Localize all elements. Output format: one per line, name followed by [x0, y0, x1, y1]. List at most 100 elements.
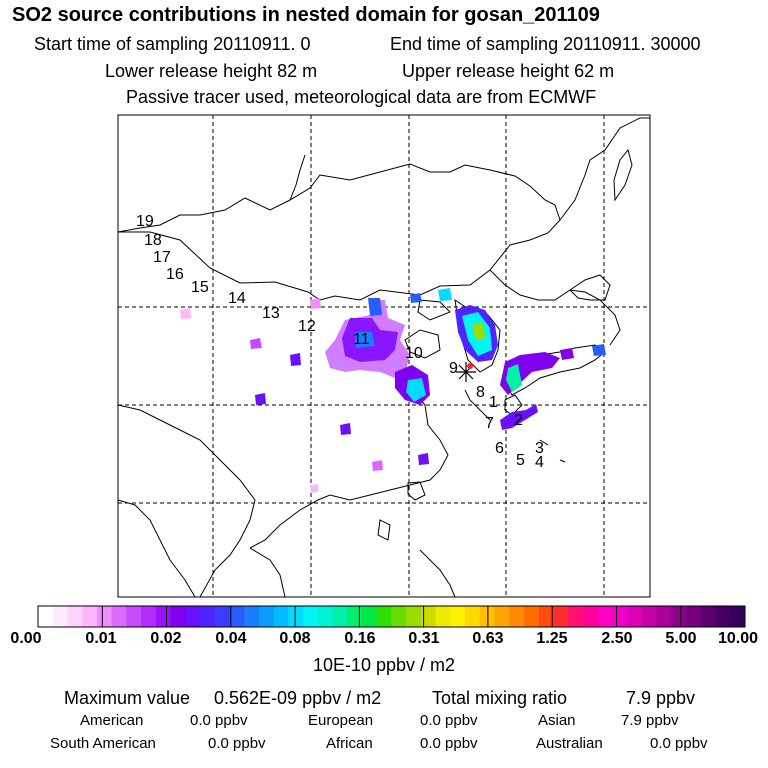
- colorbar-bin: [52, 606, 68, 627]
- colorbar-bin: [362, 606, 378, 627]
- colorbar-tick: 0.63: [472, 630, 504, 647]
- colorbar-bin: [420, 606, 437, 627]
- colorbar-bin: [509, 606, 525, 627]
- colorbar-bin: [597, 606, 613, 627]
- colorbar-bin: [332, 606, 348, 627]
- island-b: [559, 459, 566, 463]
- colorbar-bin: [111, 606, 127, 627]
- trajectory-label: 2: [514, 412, 523, 429]
- emission-hotspot-b: [355, 332, 375, 348]
- colorbar-bin: [200, 606, 216, 627]
- region-value: 0.0 ppbv: [420, 712, 478, 729]
- emission-spot-fujian: [418, 453, 429, 465]
- emission-region-south-japan: [500, 404, 538, 430]
- colorbar-bin: [582, 606, 599, 627]
- vietnam-coast: [249, 547, 286, 598]
- trajectory-label: 19: [136, 213, 154, 230]
- region-name: African: [326, 735, 373, 752]
- chart-title: SO2 source contributions in nested domai…: [12, 4, 600, 26]
- colorbar-bin: [96, 606, 113, 627]
- colorbar-tick: 2.50: [601, 630, 633, 647]
- upper-height-label: Upper release height 62 m: [402, 61, 615, 81]
- colorbar-bin: [82, 606, 98, 627]
- receptor-dot: [467, 363, 473, 369]
- colorbar-bin: [686, 606, 702, 627]
- trajectory-label: 14: [228, 290, 246, 307]
- region-value: 0.0 ppbv: [650, 735, 708, 752]
- emission-spot-inner-mongolia: [310, 298, 321, 309]
- emission-core-japan: [506, 364, 522, 392]
- trajectory-label: 11: [353, 331, 370, 348]
- colorbar-bin: [185, 606, 201, 627]
- colorbar-bin: [494, 606, 510, 627]
- colorbar-bin: [700, 606, 717, 627]
- colorbar-bin: [553, 606, 569, 627]
- emission-spot-west: [255, 393, 266, 405]
- region-value: 7.9 ppbv: [621, 712, 679, 729]
- emission-spot-tokyo: [592, 344, 606, 356]
- emission-spot-southwest: [310, 484, 318, 493]
- region-name: European: [308, 712, 374, 729]
- colorbar-tick: 5.00: [665, 630, 697, 647]
- colorbar-bin: [568, 606, 584, 627]
- ryukyu-arc: [464, 389, 491, 421]
- colorbar-bin: [671, 606, 687, 627]
- indochina-border: [117, 499, 196, 598]
- region-value: 0.0 ppbv: [190, 712, 248, 729]
- emission-spot-bohai: [410, 293, 422, 303]
- colorbar-bin: [627, 606, 643, 627]
- emission-spot-guangdong: [372, 460, 383, 471]
- colorbar: [38, 606, 746, 627]
- colorbar-tick: 0.08: [279, 630, 311, 647]
- colorbar-tick: 0.16: [344, 630, 376, 647]
- trajectory-labels: 1 2 3 4 5 6 7 8 9 10 11 12 13 14 15 16 1…: [136, 213, 544, 471]
- trajectory-label: 7: [485, 415, 494, 432]
- colorbar-tick: 0.01: [85, 630, 117, 647]
- colorbar-bin: [126, 606, 142, 627]
- island-a: [539, 439, 549, 446]
- emission-spot-far-west: [250, 338, 262, 349]
- colorbar-frame: [37, 605, 746, 628]
- colorbar-bin: [406, 606, 422, 627]
- colorbar-bin: [67, 606, 83, 627]
- trajectory-label: 6: [495, 440, 504, 457]
- colorbar-bin: [715, 606, 731, 627]
- colorbar-bin: [641, 606, 658, 627]
- emission-peak-seoul: [472, 322, 486, 340]
- region-value: 0.0 ppbv: [208, 735, 266, 752]
- trajectory-label: 18: [144, 232, 162, 249]
- maximum-label: Maximum value: [64, 688, 191, 708]
- emission-spot-south: [340, 423, 351, 435]
- trajectory-label: 3: [535, 440, 544, 457]
- emission-core-shanghai: [406, 378, 426, 402]
- colorbar-bin: [450, 606, 466, 627]
- russian-coast: [559, 117, 650, 221]
- colorbar-tick: 0.31: [408, 630, 440, 647]
- maximum-value: 0.562E-09 ppbv / m2: [214, 688, 382, 708]
- hokkaido: [569, 274, 611, 301]
- receptor-marker: [456, 362, 476, 382]
- colorbar-bin: [155, 606, 172, 627]
- colorbar-bin: [524, 606, 540, 627]
- trajectory-label: 16: [166, 266, 184, 283]
- region-name: Asian: [538, 712, 576, 729]
- colorbar-tick: 0.02: [150, 630, 182, 647]
- colorbar-tick: 0.04: [215, 630, 247, 647]
- region-value: 0.0 ppbv: [420, 735, 478, 752]
- trajectory-label: 8: [476, 384, 485, 401]
- lower-height-label: Lower release height 82 m: [105, 61, 318, 81]
- colorbar-bin: [317, 606, 334, 627]
- total-mixing-label: Total mixing ratio: [432, 688, 568, 708]
- emission-spot-osaka: [560, 348, 574, 360]
- southwest-border: [117, 404, 256, 598]
- colorbar-tick: 1.25: [536, 630, 568, 647]
- region-name: South American: [50, 735, 156, 752]
- start-time-label: Start time of sampling 20110911. 0: [34, 34, 311, 54]
- colorbar-bin: [273, 606, 289, 627]
- total-mixing-value: 7.9 ppbv: [626, 688, 696, 708]
- colorbar-bin: [391, 606, 407, 627]
- concentration-field: [180, 288, 606, 493]
- kyushu: [504, 394, 523, 416]
- colorbar-bin: [244, 606, 260, 627]
- colorbar-bin: [465, 606, 481, 627]
